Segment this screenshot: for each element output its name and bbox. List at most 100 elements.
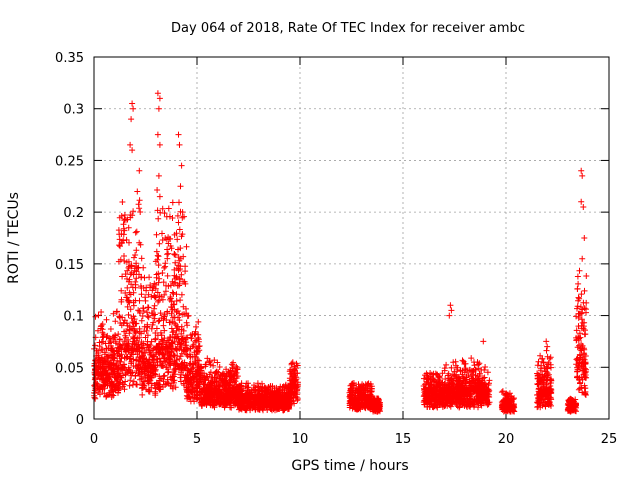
data-point [282,391,289,398]
data-point [543,347,550,354]
data-point [540,383,547,390]
data-point [459,357,466,364]
data-point [164,246,171,253]
data-point [461,391,468,398]
data-point [118,287,125,294]
data-point [577,379,584,386]
data-point [98,325,104,332]
data-point [252,402,259,409]
data-point [150,370,157,377]
data-point [168,348,175,355]
data-point [122,271,129,278]
data-point [202,398,208,405]
data-point [177,183,184,190]
data-point [364,385,371,392]
data-point [109,345,116,352]
data-point [156,373,163,380]
data-point [154,359,161,365]
data-point [158,332,165,339]
data-point [165,337,172,344]
data-point [233,363,240,370]
data-point [169,199,176,206]
data-point [278,401,285,408]
data-point [118,366,125,373]
data-point [216,388,223,395]
data-point [107,326,114,332]
data-point [541,396,548,403]
data-point [130,313,137,320]
data-point [432,370,439,377]
data-point [185,381,192,388]
data-point [156,275,163,282]
data-point [547,395,554,402]
data-point [548,386,555,393]
data-point [544,343,551,350]
data-point [577,303,584,310]
y-tick-label: 0 [76,413,84,428]
data-point [454,366,461,373]
data-point [574,373,581,380]
data-point [545,359,552,366]
data-point [200,381,207,388]
data-point [461,361,468,367]
data-point [539,371,546,378]
data-point [294,383,301,390]
data-point [223,366,230,373]
data-point [187,398,194,405]
data-point [108,383,115,389]
data-point [164,369,171,376]
data-point [356,395,363,402]
data-point [119,379,126,386]
data-point [100,358,107,365]
data-point [159,230,165,237]
data-point [445,386,452,393]
data-point [170,373,177,380]
data-point [144,321,151,328]
data-point [464,395,471,402]
data-point [581,287,588,294]
data-point [574,286,581,292]
data-point [106,352,112,359]
data-point [147,351,154,358]
data-point [583,299,590,306]
data-point [167,295,174,302]
data-point [172,252,179,258]
data-point [184,353,191,359]
data-point [434,381,441,388]
data-point [167,356,174,363]
data-point [484,369,491,376]
data-point [263,387,270,394]
data-point [251,382,257,389]
data-point [567,406,574,413]
data-point [372,401,379,408]
data-point [230,365,236,372]
data-point [178,371,184,378]
data-point [578,316,585,323]
data-point [502,395,509,401]
data-point [136,167,143,174]
data-point [144,313,151,320]
data-point [131,254,137,261]
data-point [508,401,515,408]
data-point [578,167,585,174]
x-tick-label: 5 [193,432,201,447]
data-point [155,172,162,179]
data-point [173,298,180,304]
data-point [115,331,122,338]
data-point [173,274,180,281]
data-point [252,391,258,398]
data-point [168,340,175,347]
data-point [465,372,472,379]
data-point [136,197,143,204]
data-point [225,371,231,377]
data-point [215,383,222,390]
data-point [153,325,160,332]
data-point [478,388,485,395]
data-point [140,264,147,271]
data-point [136,205,143,212]
data-point [149,287,156,294]
data-point [128,281,135,288]
data-point [237,398,244,404]
data-point [356,386,362,392]
data-point [423,384,429,391]
